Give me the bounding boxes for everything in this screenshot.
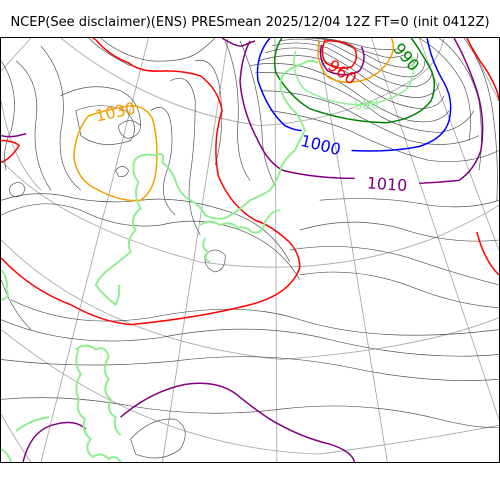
- parallel-line: [1, 239, 499, 360]
- isobar-line: [289, 38, 418, 68]
- isobar-line: [10, 299, 499, 336]
- parallel-line: [1, 100, 42, 191]
- meridian-line: [40, 38, 149, 462]
- isobar-960: [321, 40, 358, 69]
- isobar-line: [224, 40, 251, 181]
- isobar-1010: [1, 132, 27, 138]
- meridian-line: [274, 38, 278, 462]
- isobar-line: [170, 77, 201, 236]
- isobar-line: [118, 120, 141, 139]
- meridian-line: [1, 38, 32, 72]
- isobar-line: [289, 246, 499, 286]
- isobar-1020: [1, 139, 21, 164]
- isobar-line: [1, 60, 15, 171]
- isobar-line: [261, 90, 480, 145]
- coastline: [1, 59, 319, 462]
- isobar-1000: [351, 38, 452, 152]
- meridian-line: [317, 38, 388, 462]
- isobar-line: [304, 38, 408, 58]
- isobar-line: [1, 279, 32, 330]
- meridian-line: [371, 38, 499, 420]
- map-canvas: 1030 1000 1010 960 990 980: [1, 38, 499, 462]
- label-990: 990: [389, 39, 423, 74]
- isobar-line: [60, 86, 141, 126]
- isobar-1010: [239, 40, 355, 180]
- isobar-line: [9, 182, 26, 197]
- isobar-1020: [466, 38, 499, 101]
- parallel-line: [1, 160, 499, 268]
- label-980: 980: [354, 97, 379, 113]
- parallel-line: [1, 414, 32, 462]
- isobar-line: [75, 105, 135, 145]
- label-1010: 1010: [366, 173, 408, 195]
- coastline-path: [15, 416, 50, 432]
- label-960: 960: [324, 56, 360, 89]
- isobar-line: [1, 356, 499, 381]
- isobar-line: [88, 38, 131, 67]
- isobar-line: [319, 198, 499, 208]
- isobar-line: [254, 72, 475, 133]
- isobar-1020: [1, 38, 301, 326]
- parallel-line: [60, 38, 445, 127]
- parallel-line: [1, 329, 499, 455]
- isobar-line: [100, 38, 216, 62]
- isobar-line: [195, 59, 223, 166]
- isobar-line: [463, 38, 498, 201]
- isobar-970: [319, 44, 365, 76]
- coastline-path: [202, 237, 211, 263]
- isobar-line: [1, 319, 499, 357]
- isobar-990: [274, 38, 436, 124]
- isobar-980: [293, 50, 415, 106]
- isobar-line: [115, 166, 129, 178]
- isobar-line: [299, 221, 499, 242]
- isobar-line: [269, 110, 499, 162]
- coastline-path: [1, 269, 9, 301]
- isobar-line: [130, 418, 186, 459]
- coastline-path: [1, 448, 13, 462]
- isobar-line: [1, 193, 291, 263]
- isobar-line: [299, 271, 499, 309]
- coastline-path: [304, 59, 319, 64]
- graticule: [1, 38, 499, 462]
- isobar-1010: [22, 421, 87, 462]
- isobar-1010: [221, 38, 256, 47]
- isobar-980: [317, 38, 395, 84]
- isobar-line: [419, 38, 471, 141]
- isobar-line: [150, 107, 176, 216]
- isobar-line: [1, 203, 301, 281]
- label-1000: 1000: [299, 131, 343, 159]
- isobar-line: [279, 38, 425, 78]
- isobar-line: [239, 40, 276, 186]
- coastline-path: [75, 344, 122, 436]
- coastline-path: [133, 61, 306, 220]
- isobar-line: [249, 63, 450, 123]
- coastline-path: [75, 349, 122, 462]
- isobars-thin: [1, 38, 499, 459]
- isobar-line: [257, 55, 445, 110]
- isobar-line: [40, 45, 82, 191]
- meridian-line: [161, 38, 229, 462]
- isobar-line: [15, 60, 52, 191]
- isobar-line: [264, 47, 440, 99]
- isobar-1010: [419, 38, 484, 185]
- isobar-line: [321, 38, 398, 50]
- label-1030: 1030: [94, 99, 138, 126]
- isobar-1030: [73, 104, 158, 202]
- isobar-1000: [256, 38, 302, 132]
- pressure-map: 1030 1000 1010 960 990 980: [0, 37, 500, 463]
- isobar-line: [1, 397, 499, 428]
- isobars-colored: [1, 38, 499, 462]
- isobar-1010: [120, 382, 356, 462]
- isobar-1020: [476, 231, 499, 276]
- coastline-path: [199, 209, 280, 234]
- chart-title: NCEP(See disclaimer)(ENS) PRESmean 2025/…: [10, 15, 490, 30]
- coastline-path: [94, 160, 142, 307]
- isobar-line: [438, 38, 482, 171]
- isobar-line: [204, 249, 226, 273]
